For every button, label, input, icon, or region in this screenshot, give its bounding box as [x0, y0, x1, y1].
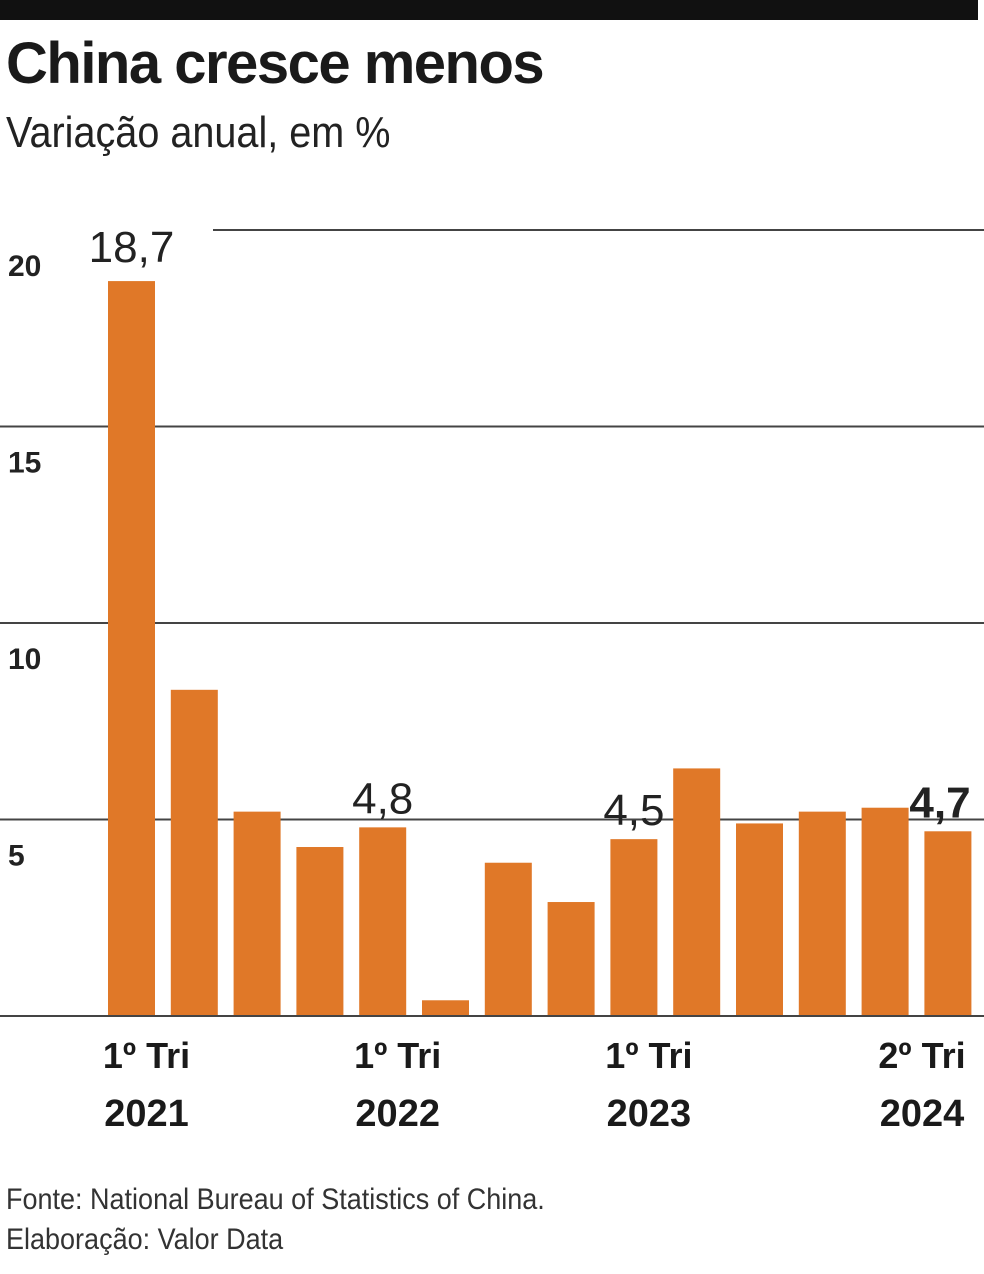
bar: [547, 902, 595, 1016]
bar: [359, 827, 407, 1016]
bar: [108, 281, 155, 1017]
bar: [422, 1000, 469, 1016]
data-label: 4,8: [352, 774, 413, 823]
x-tick-label: 1º Tri: [605, 1035, 692, 1076]
bar: [924, 831, 972, 1016]
credit-line: Elaboração: Valor Data: [6, 1223, 284, 1256]
bar: [170, 689, 218, 1016]
x-tick-year: 2024: [880, 1093, 965, 1135]
source-note: Fonte: National Bureau of Statistics of …: [6, 1180, 545, 1260]
x-tick-label: 1º Tri: [354, 1035, 441, 1076]
bar: [673, 768, 721, 1016]
data-label: 18,7: [89, 223, 175, 272]
source-line: Fonte: National Bureau of Statistics of …: [6, 1183, 545, 1216]
x-tick-year: 2021: [104, 1093, 189, 1135]
bar: [296, 847, 344, 1016]
y-tick-label: 5: [8, 840, 25, 873]
y-tick-label: 15: [8, 447, 41, 480]
y-tick-label: 10: [8, 643, 41, 676]
y-tick-label: 20: [8, 250, 41, 283]
bar: [861, 807, 909, 1016]
x-tick-label: 1º Tri: [103, 1035, 190, 1076]
chart-title: China cresce menos: [6, 31, 545, 96]
bar: [798, 811, 846, 1016]
bar: [736, 823, 783, 1016]
chart-subtitle: Variação anual, em %: [6, 108, 391, 157]
x-tick-label: 2º Tri: [878, 1035, 965, 1076]
bar: [610, 839, 658, 1016]
bar: [484, 862, 532, 1016]
top-rule: [0, 0, 978, 20]
data-label: 4,5: [603, 786, 664, 835]
x-tick-year: 2023: [607, 1093, 692, 1135]
x-tick-year: 2022: [355, 1093, 440, 1135]
data-label: 4,7: [909, 778, 970, 827]
bar: [233, 811, 281, 1016]
